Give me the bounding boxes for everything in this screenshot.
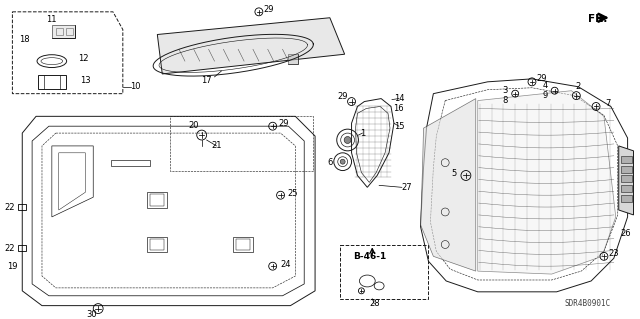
Bar xyxy=(621,185,632,192)
Bar xyxy=(111,160,150,166)
Text: 1: 1 xyxy=(360,129,365,137)
Text: 12: 12 xyxy=(78,54,88,63)
Text: 14: 14 xyxy=(394,94,404,103)
Text: 5: 5 xyxy=(451,169,457,178)
Bar xyxy=(52,25,76,39)
Polygon shape xyxy=(619,146,634,215)
Bar xyxy=(56,28,63,35)
Text: 18: 18 xyxy=(19,35,29,44)
Text: 30: 30 xyxy=(86,310,97,319)
Bar xyxy=(19,204,26,210)
Bar xyxy=(147,192,167,208)
Text: 10: 10 xyxy=(131,82,141,91)
Text: B-46-1: B-46-1 xyxy=(353,252,386,261)
Bar xyxy=(150,239,164,250)
Text: FR.: FR. xyxy=(588,14,607,24)
Text: 15: 15 xyxy=(394,122,404,131)
Text: 28: 28 xyxy=(369,299,380,308)
Bar xyxy=(52,25,76,39)
Bar xyxy=(289,54,298,64)
Text: 16: 16 xyxy=(394,104,404,113)
Polygon shape xyxy=(420,99,476,271)
Text: 7: 7 xyxy=(605,99,611,108)
Text: 3: 3 xyxy=(502,86,508,95)
Text: 26: 26 xyxy=(620,229,631,238)
Text: 11: 11 xyxy=(45,15,56,24)
Text: 17: 17 xyxy=(202,76,212,85)
Bar xyxy=(66,28,72,35)
Bar xyxy=(38,75,66,89)
Text: SDR4B0901C: SDR4B0901C xyxy=(564,299,611,308)
Text: 4: 4 xyxy=(542,81,547,90)
Text: 8: 8 xyxy=(502,96,508,105)
Text: 27: 27 xyxy=(401,183,412,192)
Text: 20: 20 xyxy=(189,121,199,130)
Text: 29: 29 xyxy=(264,5,274,14)
Ellipse shape xyxy=(344,137,351,144)
Bar xyxy=(340,244,428,299)
Bar xyxy=(621,175,632,182)
Text: 13: 13 xyxy=(80,76,91,85)
Bar xyxy=(621,156,632,163)
Text: 21: 21 xyxy=(211,141,221,151)
Text: 22: 22 xyxy=(4,203,15,211)
Bar xyxy=(19,246,26,251)
Text: 9: 9 xyxy=(542,91,547,100)
Bar xyxy=(233,237,253,252)
Text: 25: 25 xyxy=(287,189,298,198)
Bar xyxy=(289,54,298,64)
Text: 22: 22 xyxy=(4,244,15,253)
Text: 2: 2 xyxy=(575,82,581,91)
Text: 23: 23 xyxy=(609,249,619,258)
Text: 6: 6 xyxy=(327,158,333,167)
Bar xyxy=(621,166,632,173)
Text: 24: 24 xyxy=(280,260,291,269)
Text: 29: 29 xyxy=(536,74,547,83)
Bar xyxy=(170,116,313,171)
Bar xyxy=(621,195,632,202)
Ellipse shape xyxy=(340,159,345,164)
Text: 29: 29 xyxy=(278,119,289,128)
Polygon shape xyxy=(477,91,616,274)
Bar xyxy=(236,239,250,250)
Text: 19: 19 xyxy=(7,262,18,271)
Bar xyxy=(150,194,164,206)
Polygon shape xyxy=(157,18,345,74)
Text: 29: 29 xyxy=(337,92,348,101)
Bar xyxy=(147,237,167,252)
